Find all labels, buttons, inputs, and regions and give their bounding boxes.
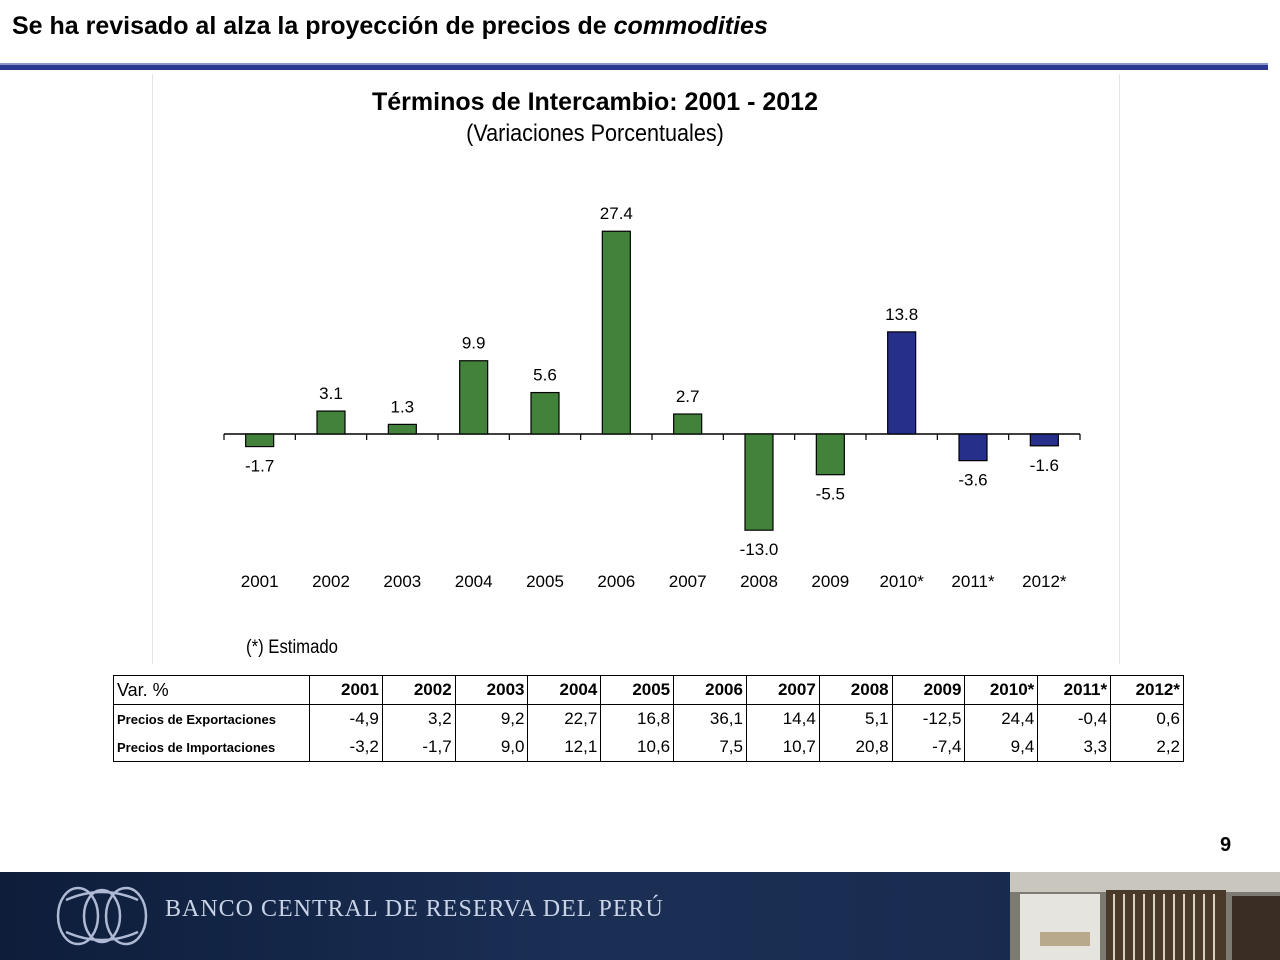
data-label: -5.5 <box>816 485 845 504</box>
table-row: Precios de Importaciones -3,2 -1,7 9,0 12,1… <box>113 733 1184 762</box>
bar <box>530 391 560 435</box>
table-cell: 9,2 <box>454 704 529 733</box>
table-column-header: 2005 <box>600 675 675 705</box>
bar <box>601 230 631 435</box>
chart-title: Términos de Intercambio: 2001 - 2012 <box>371 88 818 116</box>
table-column-header: 2012* <box>1110 675 1184 705</box>
table-column-header: 2006 <box>673 675 747 705</box>
bar <box>958 433 988 462</box>
table-cell: 20,8 <box>818 733 893 762</box>
table-cell: -12,5 <box>891 704 966 733</box>
x-tick-label: 2012* <box>1022 572 1067 591</box>
data-label: -3.6 <box>958 471 987 490</box>
bar <box>459 360 489 435</box>
table-cell: 9,4 <box>964 733 1039 762</box>
slide-title-main: Se ha revisado al alza la proyección de … <box>12 12 614 40</box>
table-cell: 5,1 <box>818 704 893 733</box>
data-label: 1.3 <box>391 397 415 416</box>
x-tick-label: 2005 <box>526 572 564 591</box>
estimate-note: (*) Estimado <box>246 637 338 658</box>
table-cell: 3,2 <box>381 704 456 733</box>
table-column-header: 2008 <box>818 675 893 705</box>
title-rule <box>0 63 1268 70</box>
table-cell: -4,9 <box>309 704 383 733</box>
chart-frame <box>152 74 1120 664</box>
table-column-header: 2007 <box>745 675 820 705</box>
x-tick-label: 2010* <box>879 572 924 591</box>
bar <box>387 423 417 435</box>
page-number: 9 <box>1220 834 1232 856</box>
table-cell: -3,2 <box>309 733 383 762</box>
x-tick-label: 2011* <box>951 572 995 591</box>
table-column-header: 2004 <box>527 675 602 705</box>
table-cell: -1,7 <box>381 733 456 762</box>
x-tick-label: 2004 <box>455 572 493 591</box>
bar <box>887 331 917 435</box>
bar <box>1029 433 1059 447</box>
x-tick-label: 2009 <box>811 572 849 591</box>
table-column-header: 2003 <box>454 675 529 705</box>
table-column-header: 2009 <box>891 675 966 705</box>
table-header-row: Var. % 2001 2002 2003 2004 2005 2006 2007 2008 2… <box>113 675 1184 705</box>
data-label: 2.7 <box>676 387 700 406</box>
chart-subtitle: (Variaciones Porcentuales) <box>466 120 724 147</box>
data-label: 3.1 <box>319 384 343 403</box>
x-tick-label: 2008 <box>740 572 778 591</box>
table-cell: 3,3 <box>1037 733 1112 762</box>
x-tick-label: 2001 <box>241 572 279 591</box>
table-column-header: 2001 <box>309 675 383 705</box>
data-label: -1.6 <box>1030 456 1059 475</box>
data-label: 13.8 <box>885 305 918 324</box>
row-label: Precios de Importaciones <box>113 733 310 762</box>
price-variation-table: Var. % 2001 2002 2003 2004 2005 2006 2007 2008 2… <box>113 675 1184 762</box>
table-column-header: 2002 <box>381 675 456 705</box>
table-cell: 36,1 <box>673 704 747 733</box>
table-cell: 2,2 <box>1110 733 1184 762</box>
table-cell: 0,6 <box>1110 704 1184 733</box>
table-cell: 10,7 <box>745 733 820 762</box>
data-label: 9.9 <box>462 334 486 353</box>
x-tick-label: 2006 <box>597 572 635 591</box>
bar <box>815 433 845 476</box>
table-column-header: 2011* <box>1037 675 1112 705</box>
bcrp-logo-icon <box>56 886 148 946</box>
x-tick-label: 2003 <box>383 572 421 591</box>
data-label: -1.7 <box>245 457 274 476</box>
table-cell: -7,4 <box>891 733 966 762</box>
bar <box>245 433 275 448</box>
table-column-header: 2010* <box>964 675 1039 705</box>
table-cell: 10,6 <box>600 733 675 762</box>
table-cell: 22,7 <box>527 704 602 733</box>
bank-name: BANCO CENTRAL DE RESERVA DEL PERÚ <box>165 896 664 922</box>
table-cell: -0,4 <box>1037 704 1112 733</box>
table-cell: 16,8 <box>600 704 675 733</box>
slide-title: Se ha revisado al alza la proyección de … <box>12 12 768 41</box>
data-label: 27.4 <box>600 204 633 223</box>
row-label: Precios de Exportaciones <box>113 704 310 733</box>
bar <box>316 410 346 435</box>
table-row: Precios de Exportaciones -4,9 3,2 9,2 22,7 1… <box>113 704 1184 733</box>
table-header-label: Var. % <box>113 675 310 705</box>
data-label: -13.0 <box>740 540 779 559</box>
x-tick-label: 2002 <box>312 572 350 591</box>
bar <box>744 433 774 531</box>
table-cell: 24,4 <box>964 704 1039 733</box>
table-cell: 12,1 <box>527 733 602 762</box>
x-tick-label: 2007 <box>669 572 707 591</box>
bar <box>673 413 703 435</box>
table-cell: 9,0 <box>454 733 529 762</box>
slide-title-italic: commodities <box>613 12 768 40</box>
table-cell: 14,4 <box>745 704 820 733</box>
table-cell: 7,5 <box>673 733 747 762</box>
data-label: 5.6 <box>533 366 557 385</box>
building-photo <box>1010 872 1280 960</box>
